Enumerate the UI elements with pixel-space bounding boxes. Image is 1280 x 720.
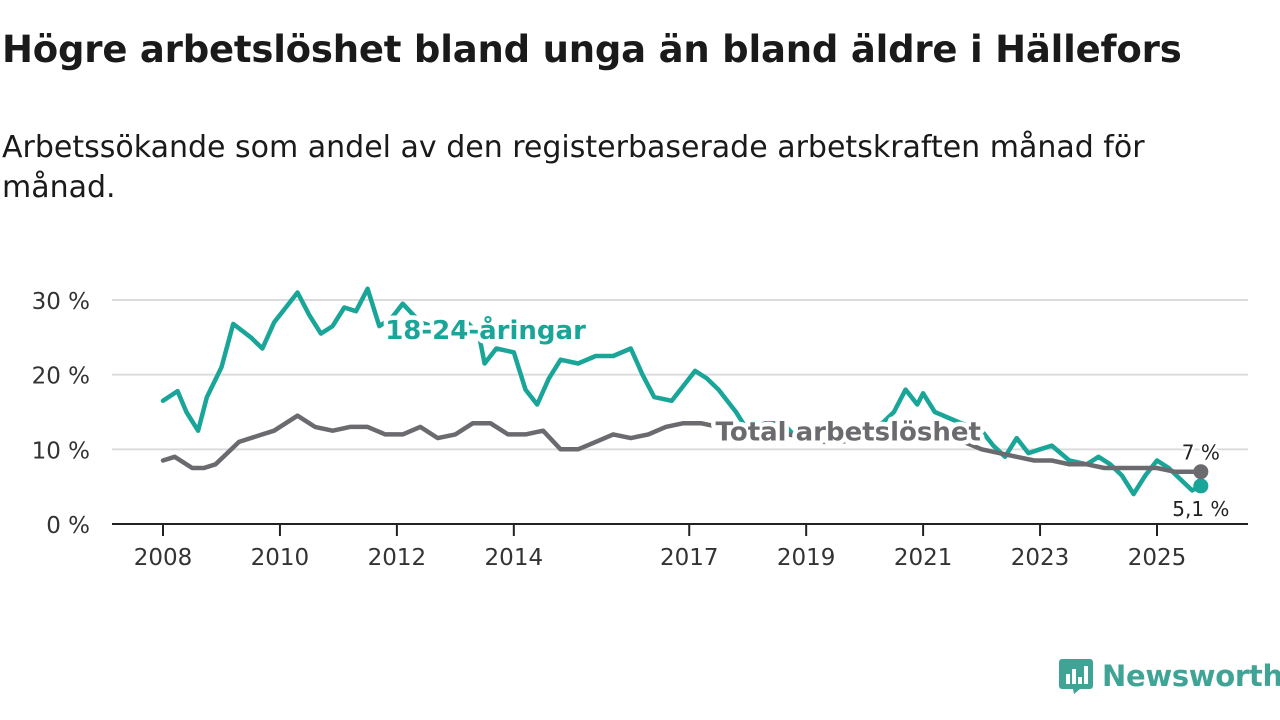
- y-tick-label: 30 %: [32, 289, 90, 315]
- brand-logo: Newsworthy: [1058, 654, 1280, 698]
- x-axis: 2008 2010 2012 2014 2017 2019 2021 2023 2025: [112, 523, 1248, 571]
- youth-end-marker: [1193, 478, 1209, 494]
- x-tick-label: 2010: [251, 545, 310, 571]
- y-tick-label: 10 %: [32, 438, 90, 464]
- x-tick-label: 2014: [485, 545, 544, 571]
- chart-subtitle: Arbetssökande som andel av den registerb…: [2, 130, 1145, 205]
- total-series-label: Total arbetslöshet: [716, 417, 981, 447]
- y-tick-label: 20 %: [32, 364, 90, 390]
- youth-series-label: 18-24-åringar: [385, 314, 586, 346]
- chart-title: Högre arbetslöshet bland unga än bland ä…: [2, 28, 1182, 71]
- x-tick-label: 2017: [660, 545, 719, 571]
- x-tick-label: 2012: [368, 545, 427, 571]
- x-tick-label: 2021: [894, 545, 953, 571]
- total-end-label: 7 %: [1182, 441, 1220, 465]
- x-tick-label: 2025: [1128, 545, 1187, 571]
- x-tick-label: 2019: [777, 545, 836, 571]
- brand-name: Newsworthy: [1102, 659, 1280, 693]
- y-tick-label: 0 %: [46, 513, 90, 539]
- series-labels: 5,1 % 7 % 18-24-åringar Total arbetslöshet: [381, 309, 1232, 523]
- total-series-line: [160, 413, 1204, 474]
- newsworthy-logo-icon: [1059, 659, 1093, 694]
- y-axis: 0 % 10 % 20 % 30 %: [32, 289, 90, 539]
- youth-end-label: 5,1 %: [1172, 497, 1229, 521]
- total-end-marker: [1193, 464, 1209, 480]
- x-tick-label: 2008: [134, 545, 193, 571]
- youth-series-line: [160, 286, 1204, 497]
- series-lines: [160, 286, 1204, 497]
- x-tick-label: 2023: [1011, 545, 1070, 571]
